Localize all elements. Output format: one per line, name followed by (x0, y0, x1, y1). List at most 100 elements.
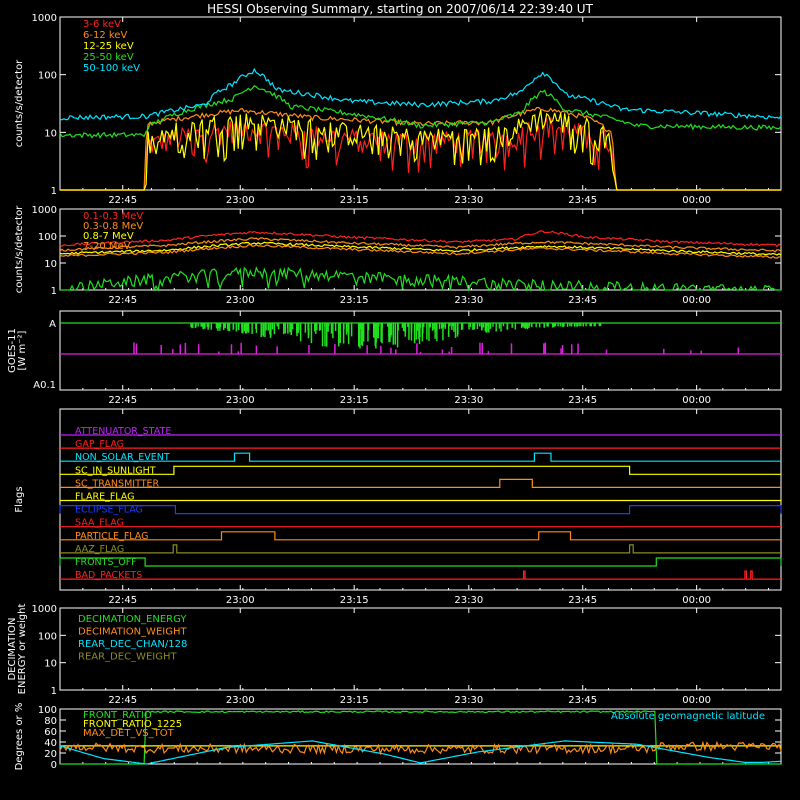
panel-p1: 22:45 23:00 23:15 23:30 23:45 00:00 1 10 100 1000… (14, 13, 782, 206)
y-tick-label: 10 (44, 659, 57, 670)
legend-entry: 6-12 keV (83, 30, 127, 41)
series-line-50-100-kev (59, 67, 782, 121)
y-tick-label: 1 (51, 686, 57, 697)
flag-label: ATTENUATOR_STATE (75, 426, 171, 437)
y-tick-label: 20 (44, 749, 57, 760)
plot-frame (59, 310, 782, 391)
y-tick-label: 60 (44, 727, 57, 738)
series-line-max-det-vs-tot (59, 740, 782, 756)
legend-entry: 25-50 keV (83, 52, 134, 63)
y-tick-label: 40 (44, 738, 57, 749)
y-tick-label: 1000 (32, 604, 57, 615)
flag-label: FRONTS_OFF (75, 557, 137, 568)
flag-label: PARTICLE_FLAG (75, 531, 148, 542)
flag-label: SAA_FLAG (75, 518, 124, 529)
flag-trace-aaz-flag (60, 544, 781, 554)
legend-entry: MAX_DET_VS_TOT (83, 728, 175, 739)
legend-entry: REAR_DEC_CHAN/128 (78, 639, 187, 650)
panel-p4: 22:45 23:00 23:15 23:30 23:45 00:00 Flags ATTEN… (14, 408, 782, 606)
y-tick-label: A (49, 319, 56, 330)
x-tick-label: 00:00 (682, 295, 711, 306)
x-tick-label: 23:00 (226, 395, 255, 406)
legend-entry: DECIMATION_WEIGHT (78, 627, 187, 638)
y-axis-label-2: ENERGY or weight (17, 604, 28, 695)
flag-trace-bad-packets (60, 570, 781, 580)
y-tick-label: 10 (44, 128, 57, 139)
y-tick-label: 100 (38, 705, 57, 716)
y-tick-label: 1000 (32, 205, 57, 216)
x-tick-label: 22:45 (108, 195, 137, 206)
y-tick-label: 80 (44, 716, 57, 727)
x-tick-label: 22:45 (108, 595, 137, 606)
x-tick-label: 23:15 (340, 395, 369, 406)
x-tick-label: 23:45 (568, 295, 597, 306)
figure-title: HESSI Observing Summary, starting on 200… (207, 2, 593, 16)
legend-entry: REAR_DEC_WEIGHT (78, 652, 177, 663)
flag-trace-sc-in-sunlight (60, 465, 781, 475)
y-tick-label: A0.1 (33, 380, 56, 391)
x-tick-label: 22:45 (108, 295, 137, 306)
legend-entry: 0.8-7 MeV (83, 231, 134, 242)
legend-entry: 0.1-0.3 MeV (83, 211, 143, 222)
y-tick-label: 1 (51, 186, 57, 197)
y-axis-label: counts/s/detector (14, 205, 25, 293)
x-tick-label: 22:45 (108, 695, 137, 706)
x-tick-label: 23:00 (226, 595, 255, 606)
y-axis-label: DECIMATION (7, 617, 18, 680)
x-tick-label: 00:00 (682, 595, 711, 606)
legend-entry: 0.3-0.8 MeV (83, 221, 143, 232)
y-tick-label: 10 (44, 259, 57, 270)
flag-trace-fronts-off (59, 557, 782, 567)
x-tick-label: 23:30 (454, 195, 483, 206)
y-axis-label-2: [W m⁻²] (17, 330, 28, 370)
x-tick-label: 23:15 (340, 595, 369, 606)
y-tick-label: 100 (38, 631, 57, 642)
flag-label: NON_SOLAR_EVENT (75, 452, 170, 463)
flag-label: SC_TRANSMITTER (75, 478, 160, 489)
flag-label: ECLIPSE_FLAG (75, 505, 143, 516)
legend-entry: 12-25 keV (83, 41, 134, 52)
x-tick-label: 23:00 (226, 695, 255, 706)
plot-frame (59, 16, 782, 191)
series-line-0-8-7-mev (59, 241, 782, 256)
series-line-unnamed-3 (59, 740, 782, 765)
y-tick-label: 0 (51, 760, 57, 771)
flag-trace-particle-flag (60, 531, 781, 541)
panel-p5: 22:45 23:00 23:15 23:30 23:45 00:00 1 10 100 1000… (7, 604, 782, 706)
legend-entry: FRONT_RATIO (83, 710, 152, 721)
y-axis-label: counts/s/detector (14, 59, 25, 147)
x-tick-label: 23:45 (568, 595, 597, 606)
x-tick-label: 00:00 (682, 695, 711, 706)
legend-entry: FRONT_RATIO_1225 (83, 719, 182, 730)
legend-entry: DECIMATION_ENERGY (78, 614, 187, 625)
series-line-7-20-mev (59, 243, 782, 259)
x-tick-label: 22:45 (108, 395, 137, 406)
x-tick-label: 23:00 (226, 295, 255, 306)
y-axis-label: Degrees or % (14, 703, 25, 771)
series-line-12-25-kev (60, 109, 781, 191)
legend-entry: 3-6 keV (83, 19, 121, 30)
series-line-unnamed-4 (60, 266, 781, 293)
x-tick-label: 23:45 (568, 195, 597, 206)
flag-label: FLARE_FLAG (75, 492, 135, 503)
legend-entry: 50-100 keV (83, 63, 140, 74)
x-tick-label: 23:15 (340, 195, 369, 206)
flag-label: AAZ_FLAG (75, 544, 124, 555)
y-axis-label: Flags (14, 486, 25, 512)
flag-label: SC_IN_SUNLIGHT (75, 465, 156, 476)
series-line-25-50-kev (59, 85, 782, 139)
x-tick-label: 23:45 (568, 695, 597, 706)
y-axis-label: GOES-11 (7, 328, 18, 373)
y-tick-label: 1 (51, 286, 57, 297)
series-line-0-1-0-3-mev (59, 230, 782, 248)
geomagnetic-latitude-label: Absolute geomagnetic latitude (611, 711, 765, 722)
series-line-front-ratio (60, 710, 781, 765)
x-tick-label: 23:30 (454, 395, 483, 406)
x-tick-label: 23:00 (226, 195, 255, 206)
series-line-0-3-0-8-mev (59, 237, 782, 253)
y-tick-label: 100 (38, 71, 57, 82)
flag-trace-eclipse-flag (59, 505, 782, 515)
y-tick-label: 100 (38, 232, 57, 243)
